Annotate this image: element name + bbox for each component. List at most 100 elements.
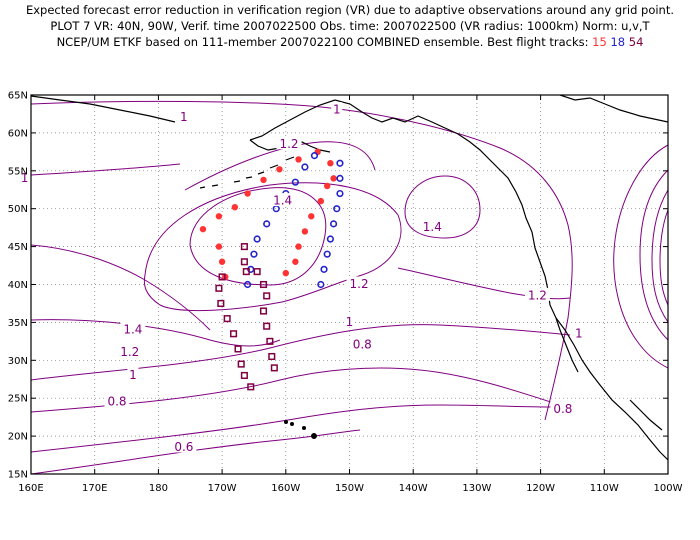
contour-label: 1	[575, 326, 583, 340]
track-15-point	[282, 269, 289, 277]
track-54-point	[237, 360, 245, 368]
contour-label-bg	[117, 344, 143, 358]
track-15-point	[231, 203, 239, 211]
lat-tick-label: 15N	[8, 470, 28, 481]
track-54-point	[223, 315, 231, 323]
contour-1-2-west	[31, 319, 281, 347]
track-54-point	[215, 284, 223, 292]
contour-label: 1.2	[350, 277, 369, 291]
contour-label-bg	[178, 109, 190, 123]
contour-label-bg	[346, 276, 372, 290]
plot-header: Expected forecast error reduction in ver…	[0, 0, 700, 70]
title-line-3: NCEP/UM ETKF based on 111-member 2007022…	[0, 35, 700, 49]
lon-tick-label: 160W	[271, 483, 300, 494]
track-54-point	[234, 345, 242, 353]
track-18-point	[336, 189, 344, 198]
lat-tick-label: 25N	[8, 394, 28, 405]
track-54-point	[266, 337, 274, 345]
lon-tick-label: 170E	[82, 483, 107, 494]
coastline-baffin-north	[559, 95, 668, 123]
contour-label: 1	[333, 103, 341, 117]
track-54-point	[253, 268, 261, 276]
lat-tick-label: 65N	[8, 91, 28, 102]
track-15-point	[317, 197, 325, 205]
lat-tick-label: 60N	[8, 128, 28, 139]
coastlines	[31, 95, 668, 461]
contour-label: 1.2	[120, 345, 139, 359]
lat-tick-label: 40N	[8, 280, 28, 291]
title-line-2: PLOT 7 VR: 40N, 90W, Verif. time 2007022…	[50, 19, 650, 33]
contour-label-bg	[171, 439, 197, 453]
track-15-point	[218, 258, 226, 265]
track-54-point	[217, 299, 225, 307]
track-18-label: 18	[610, 35, 626, 49]
track-18-point	[291, 178, 299, 186]
track-15-point	[199, 225, 207, 233]
track-15-point	[295, 243, 302, 250]
track-18-point	[320, 265, 328, 273]
track-15-point	[292, 258, 299, 265]
track-15-label: 15	[592, 35, 607, 49]
track-54-point	[218, 273, 226, 281]
contour-lines	[31, 100, 668, 474]
contour-label: 1.2	[528, 288, 547, 302]
contour-1-4-west	[31, 244, 211, 331]
lat-tick-label: 55N	[8, 166, 28, 177]
contour-1-2-ring	[143, 182, 402, 312]
track-54-point	[270, 364, 278, 372]
contour-label: 1.2	[279, 137, 298, 151]
track-18-point	[326, 235, 334, 243]
track-54-point	[247, 383, 255, 391]
contour-1-west-edge	[31, 163, 181, 176]
contour-east-inner-b	[651, 189, 668, 323]
track-18-point	[263, 220, 271, 228]
track-54-point	[259, 307, 268, 315]
track-18-point	[317, 280, 325, 289]
contour-label-bg	[524, 287, 550, 301]
contour-label: 0.8	[107, 394, 126, 408]
lon-tick-label: 100W	[654, 483, 683, 494]
track-54-point	[263, 322, 271, 330]
track-15-point	[260, 176, 267, 184]
track-54-point	[240, 371, 248, 380]
contour-label-bg	[270, 193, 296, 207]
track-54-point	[268, 352, 276, 361]
island-oahu	[290, 422, 294, 426]
track-15-point	[301, 228, 309, 235]
track-54-point	[263, 292, 271, 300]
track-15-point	[215, 243, 223, 250]
track-18-point	[310, 152, 319, 160]
track-15-point	[295, 156, 302, 163]
verification-region-circle	[678, 231, 700, 338]
track-18-point	[301, 163, 309, 171]
track-15-point	[327, 160, 334, 167]
island-hawaii	[311, 433, 317, 439]
lon-tick-label: 170W	[208, 483, 237, 494]
contour-label: 0.8	[353, 338, 372, 352]
contour-label: 1.4	[423, 220, 442, 234]
title-line-3-text: NCEP/UM ETKF based on 111-member 2007022…	[56, 35, 589, 49]
contour-label-bg	[19, 170, 31, 184]
track-54-label: 54	[628, 35, 644, 49]
axis-ticks: 15N 20N 25N 30N 35N 40N 45N 50N 55N 60N 65N 160E 170…	[8, 91, 683, 495]
contour-1-2-east	[397, 267, 571, 300]
lat-tick-label: 50N	[8, 204, 28, 215]
track-18-point	[323, 250, 331, 258]
lon-tick-label: 110W	[590, 483, 619, 494]
coastline-alaska-americas	[249, 99, 668, 461]
track-54-point	[259, 280, 268, 289]
hawaii-islands	[284, 420, 317, 439]
lon-tick-label: 150W	[335, 483, 364, 494]
coastline-mexico-gulf	[629, 399, 663, 431]
track-54-point	[240, 258, 248, 266]
lat-tick-label: 35N	[8, 318, 28, 329]
coastline-baja-california	[555, 317, 579, 373]
contour-label: 1	[129, 368, 137, 382]
lon-tick-label: 140W	[399, 483, 428, 494]
lon-tick-label: 180	[149, 483, 168, 494]
contour-label-bg	[120, 321, 146, 335]
contour-label-bg	[550, 401, 576, 415]
contour-0-6	[31, 429, 361, 474]
lon-tick-label: 130W	[462, 483, 491, 494]
